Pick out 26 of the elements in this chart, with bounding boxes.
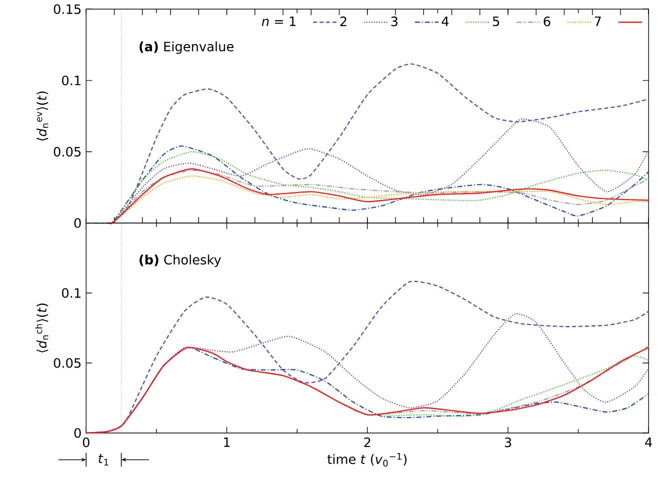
x-tick-label: 1 — [224, 437, 230, 447]
legend-label: 3 — [391, 16, 398, 26]
y-axis-title: ⟨d$_{n}$$^{ev}$⟩(t) — [36, 91, 48, 140]
y-tick-label: 0.15 — [54, 4, 81, 14]
y-tick-label: 0.05 — [54, 358, 81, 368]
annotation: (a) Eigenvalue — [140, 41, 234, 54]
y-tick-label: 0 — [74, 218, 81, 228]
x-tick-label: 3 — [504, 437, 512, 447]
legend-label: 6 — [544, 16, 550, 26]
y-tick-label: 0.1 — [62, 288, 80, 298]
legend-label: n = 1 — [262, 16, 296, 26]
legend-label: 7 — [594, 16, 601, 26]
y-tick-label: 0.1 — [62, 75, 80, 86]
x-axis-title: time t (v$_{0}$$^{−1}$) — [327, 452, 407, 466]
legend-label: 2 — [340, 16, 346, 26]
legend-label: 4 — [442, 16, 449, 26]
y-axis-title: ⟨d$_{n}$$^{ch}$⟩(t) — [35, 303, 48, 352]
legend-label: 5 — [492, 16, 500, 26]
x-tick-label: 0 — [82, 437, 90, 447]
y-tick-label: 0 — [74, 428, 81, 438]
line-series — [380, 355, 650, 417]
x-tick-label: 2 — [364, 437, 370, 447]
y-tick-label: 0.05 — [54, 146, 81, 156]
x-tick-label: 4 — [645, 437, 652, 447]
annotation: (b) Cholesky — [140, 254, 221, 267]
ref-line-label: t$_{1}$ — [98, 454, 108, 466]
